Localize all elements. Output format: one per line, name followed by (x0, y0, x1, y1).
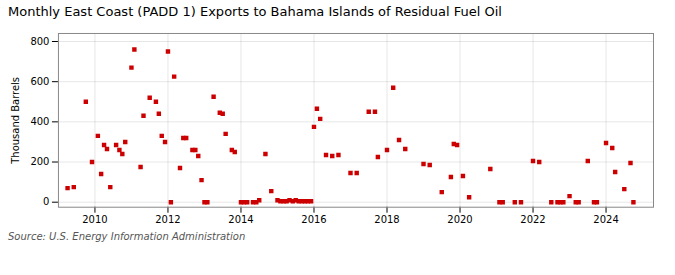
html-text:Monthly East Coast (PADD 1) Ex: Monthly East Coast (PADD 1) Exports to B… (8, 4, 502, 19)
svg-text:600: 600 (30, 76, 49, 87)
svg-text:2010: 2010 (82, 214, 107, 225)
svg-text:400: 400 (30, 116, 49, 127)
svg-text:2016: 2016 (301, 214, 326, 225)
svg-text:Thousand Barrels: Thousand Barrels (10, 77, 21, 165)
svg-text:2018: 2018 (374, 214, 399, 225)
svg-text:2014: 2014 (228, 214, 253, 225)
svg-text:800: 800 (30, 36, 49, 47)
svg-text:200: 200 (30, 156, 49, 167)
svg-text:2024: 2024 (593, 214, 618, 225)
svg-text:2012: 2012 (155, 214, 180, 225)
svg-text:0: 0 (43, 196, 49, 207)
svg-text:2020: 2020 (447, 214, 472, 225)
svg-text:2022: 2022 (520, 214, 545, 225)
html-text:Source: U.S. Energy Informatio: Source: U.S. Energy Information Administ… (8, 230, 246, 242)
